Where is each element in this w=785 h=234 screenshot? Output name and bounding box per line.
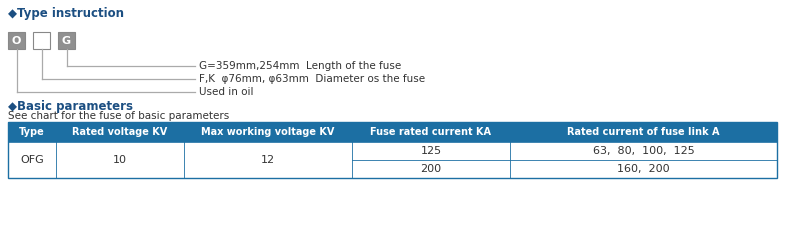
FancyBboxPatch shape	[510, 122, 777, 142]
FancyBboxPatch shape	[8, 160, 56, 178]
Text: Type: Type	[19, 127, 45, 137]
FancyBboxPatch shape	[8, 142, 56, 160]
FancyBboxPatch shape	[184, 122, 352, 142]
FancyBboxPatch shape	[33, 32, 50, 49]
Text: Rated current of fuse link A: Rated current of fuse link A	[568, 127, 720, 137]
Text: 160,  200: 160, 200	[617, 164, 670, 174]
FancyBboxPatch shape	[352, 142, 510, 160]
Text: G=359mm,254mm  Length of the fuse: G=359mm,254mm Length of the fuse	[199, 61, 401, 71]
FancyBboxPatch shape	[352, 160, 510, 178]
Text: ◆Basic parameters: ◆Basic parameters	[8, 100, 133, 113]
Text: 10: 10	[113, 155, 127, 165]
Text: Used in oil: Used in oil	[199, 87, 254, 97]
FancyBboxPatch shape	[352, 122, 510, 142]
FancyBboxPatch shape	[184, 160, 352, 178]
FancyBboxPatch shape	[184, 142, 352, 160]
Text: F,K  φ76mm, φ63mm  Diameter os the fuse: F,K φ76mm, φ63mm Diameter os the fuse	[199, 74, 425, 84]
Text: Max working voltage KV: Max working voltage KV	[201, 127, 334, 137]
Text: See chart for the fuse of basic parameters: See chart for the fuse of basic paramete…	[8, 111, 229, 121]
FancyBboxPatch shape	[56, 122, 184, 142]
FancyBboxPatch shape	[8, 32, 25, 49]
FancyBboxPatch shape	[8, 122, 56, 142]
FancyBboxPatch shape	[56, 142, 184, 160]
Text: G: G	[62, 36, 71, 45]
FancyBboxPatch shape	[510, 160, 777, 178]
Text: 63,  80,  100,  125: 63, 80, 100, 125	[593, 146, 695, 156]
Text: 200: 200	[421, 164, 441, 174]
FancyBboxPatch shape	[58, 32, 75, 49]
FancyBboxPatch shape	[56, 160, 184, 178]
Text: Fuse rated current KA: Fuse rated current KA	[371, 127, 491, 137]
Text: 12: 12	[261, 155, 275, 165]
Text: O: O	[12, 36, 21, 45]
Text: ◆Type instruction: ◆Type instruction	[8, 7, 124, 20]
Text: OFG: OFG	[20, 155, 44, 165]
Text: 125: 125	[421, 146, 441, 156]
Text: Rated voltage KV: Rated voltage KV	[72, 127, 168, 137]
FancyBboxPatch shape	[510, 142, 777, 160]
